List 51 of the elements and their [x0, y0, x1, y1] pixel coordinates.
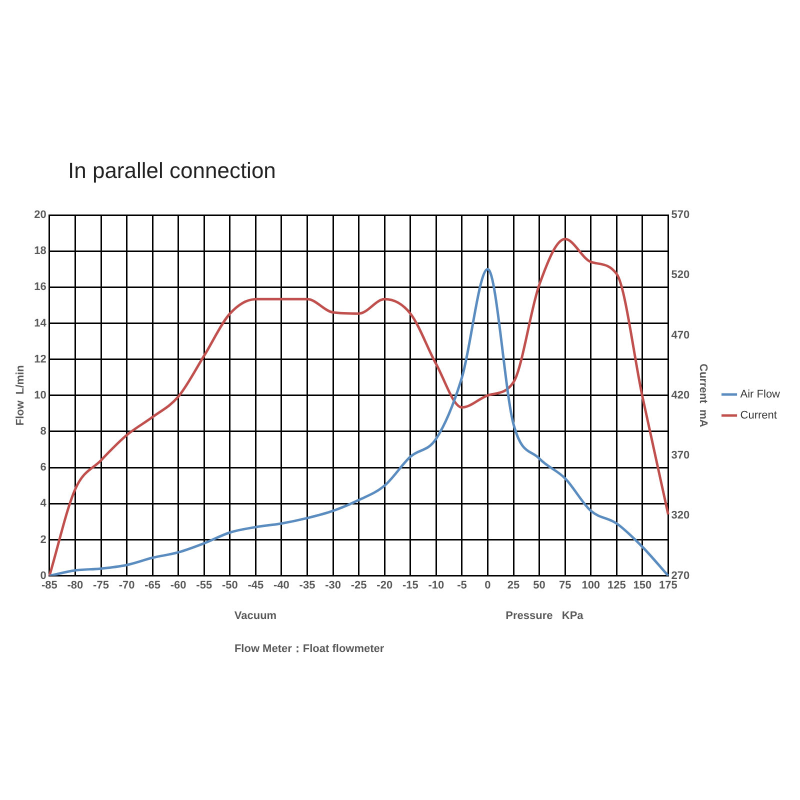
y-tick-label: 18 — [34, 245, 46, 258]
y2-tick-label: 520 — [671, 269, 690, 282]
x-tick-label: -15 — [402, 579, 418, 592]
x-tick-label: -25 — [350, 579, 367, 592]
x-tick-label: -60 — [170, 579, 186, 592]
x-tick-label: 125 — [607, 579, 626, 592]
x-tick-label: -10 — [428, 579, 444, 592]
chart-title: In parallel connection — [68, 158, 276, 184]
x-tick-label: -45 — [248, 579, 264, 592]
x-tick-label: -30 — [325, 579, 341, 592]
x-tick-label: -55 — [196, 579, 212, 592]
x-tick-label: -65 — [144, 579, 161, 592]
x-tick-label: -20 — [376, 579, 393, 592]
x-tick-label: -85 — [41, 579, 58, 592]
legend-label: Air Flow — [740, 388, 780, 401]
y2-tick-label: 420 — [671, 389, 690, 402]
y-tick-label: 16 — [34, 281, 46, 294]
y2-tick-label: 470 — [671, 329, 690, 342]
legend-label: Current — [740, 410, 777, 422]
x-tick-label: -40 — [274, 579, 290, 592]
y2-tick-label: 270 — [671, 570, 690, 582]
x-tick-label: -50 — [222, 579, 238, 592]
x-tick-label: -75 — [93, 579, 109, 592]
y2-tick-label: 370 — [671, 450, 690, 462]
y-tick-label: 4 — [40, 498, 48, 510]
y-tick-label: 8 — [40, 426, 46, 438]
y-tick-label: 6 — [40, 462, 46, 474]
y-tick-label: 14 — [34, 317, 48, 330]
x-tick-label: -35 — [299, 579, 316, 592]
x-tick-label: -5 — [457, 579, 467, 592]
x-tick-label: 25 — [507, 579, 520, 592]
y-axis-title: Flow L/min — [14, 364, 27, 426]
y2-tick-label: 320 — [671, 510, 690, 522]
y-tick-label: 20 — [34, 209, 46, 222]
x-tick-label: 50 — [533, 579, 546, 592]
y-tick-label: 10 — [34, 389, 46, 402]
x-tick-label: 75 — [558, 579, 572, 592]
y2-tick-label: 570 — [671, 209, 690, 222]
text: Vacuum — [234, 610, 277, 622]
x-tick-label: 150 — [633, 579, 652, 592]
y-tick-label: 0 — [40, 570, 46, 582]
x-tick-label: 175 — [659, 579, 678, 592]
x-tick-label: -70 — [118, 579, 135, 592]
y-tick-label: 12 — [34, 353, 46, 366]
x-tick-label: 100 — [582, 579, 600, 592]
text: Flow Meter：Float flowmeter — [234, 642, 385, 655]
x-tick-label: -80 — [67, 579, 84, 592]
y2-axis-title: Current mA — [697, 364, 710, 428]
x-tick-label: 0 — [484, 579, 491, 592]
text: Pressure KPa — [506, 610, 584, 622]
y-tick-label: 2 — [40, 534, 46, 546]
